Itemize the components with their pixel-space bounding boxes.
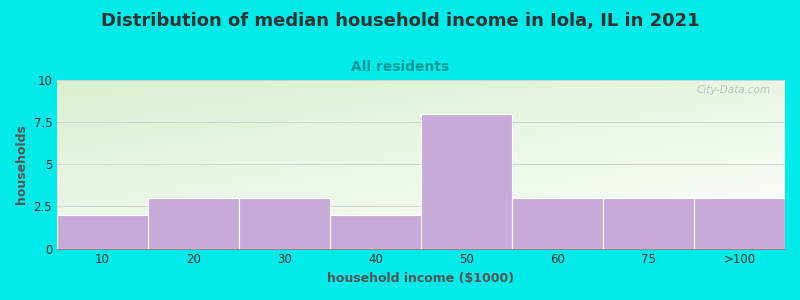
Bar — [512, 198, 603, 249]
Bar — [603, 198, 694, 249]
X-axis label: household income ($1000): household income ($1000) — [327, 272, 514, 285]
Y-axis label: households: households — [15, 124, 28, 204]
Bar — [239, 198, 330, 249]
Bar — [421, 114, 512, 249]
Text: All residents: All residents — [351, 60, 449, 74]
Bar — [57, 215, 148, 249]
Text: City-Data.com: City-Data.com — [696, 85, 770, 95]
Bar — [694, 198, 785, 249]
Bar — [330, 215, 421, 249]
Text: Distribution of median household income in Iola, IL in 2021: Distribution of median household income … — [101, 12, 699, 30]
Bar — [148, 198, 239, 249]
